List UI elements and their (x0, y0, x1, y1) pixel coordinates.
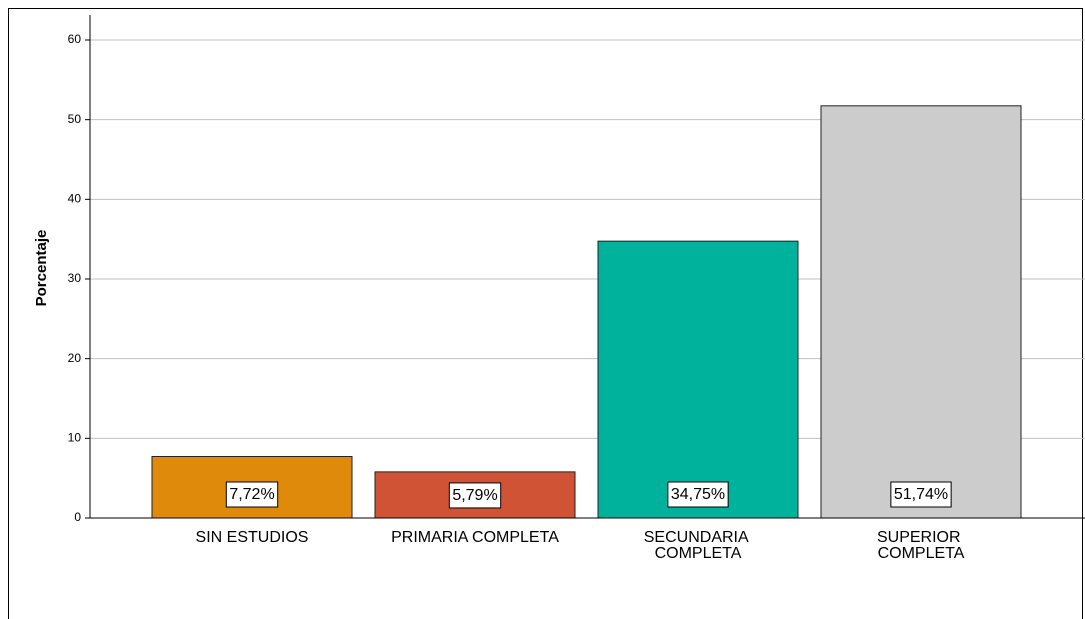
y-tick-label: 20 (68, 351, 82, 365)
y-tick-label: 40 (68, 192, 82, 206)
value-label-box (448, 482, 502, 509)
x-tick-label: PRIMARIA COMPLETA (391, 529, 559, 546)
y-axis-title: Porcentaje (33, 230, 50, 307)
y-tick-label: 60 (68, 32, 82, 46)
bar (597, 240, 799, 519)
value-label: 7,72% (229, 486, 274, 503)
y-tick-label: 0 (74, 510, 81, 524)
value-label-box (890, 481, 952, 508)
x-tick-label: SIN ESTUDIOS (196, 529, 309, 546)
value-label: 34,75% (671, 486, 725, 503)
value-label: 51,74% (894, 486, 948, 503)
x-tick-label: SUPERIOR COMPLETA (877, 529, 965, 562)
value-label: 5,79% (452, 487, 497, 504)
x-tick-label: SECUNDARIA COMPLETA (644, 529, 752, 562)
frame (8, 8, 1083, 619)
y-tick-label: 30 (68, 271, 82, 285)
value-label-box (667, 481, 729, 508)
bar (820, 105, 1022, 519)
y-tick-label: 10 (68, 431, 82, 445)
y-tick-label: 50 (68, 112, 82, 126)
value-label-box (225, 481, 279, 508)
